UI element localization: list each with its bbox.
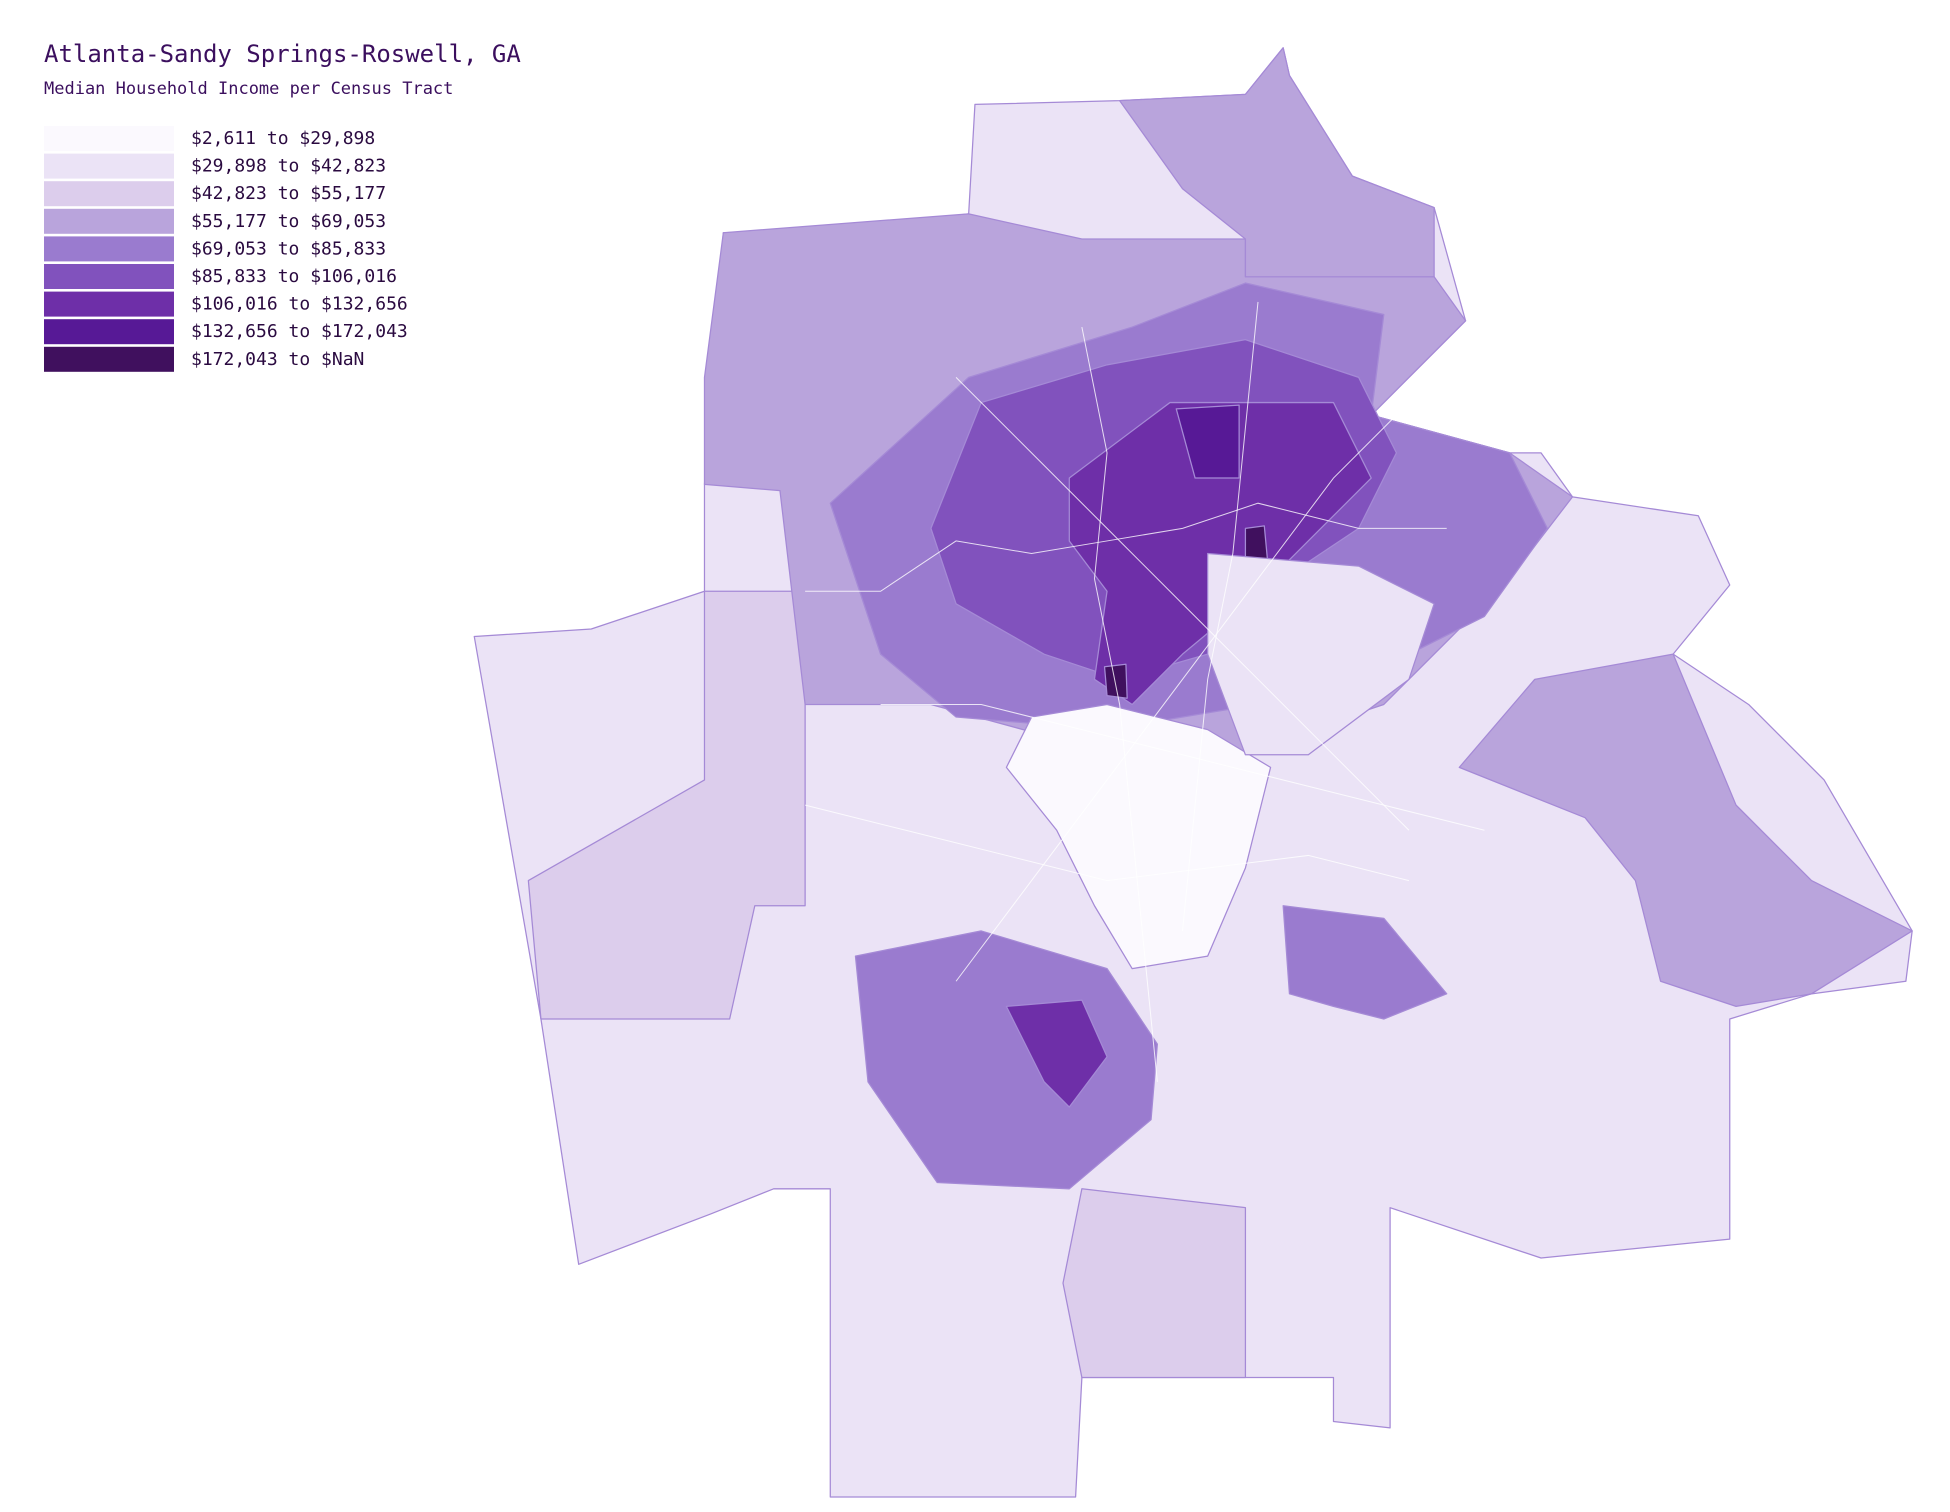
legend-swatch — [44, 181, 174, 207]
region-inner-east — [1207, 552, 1435, 756]
tract-map — [473, 47, 1913, 1498]
region-east — [1458, 653, 1913, 1008]
region-top-3 — [1103, 663, 1128, 699]
legend: $2,611 to $29,898 $29,898 to $42,823 $42,8… — [44, 126, 408, 372]
legend-swatch — [44, 319, 174, 345]
tract-seams — [804, 301, 1485, 1082]
legend-label: $172,043 to $NaN — [191, 349, 364, 370]
region-top — [1175, 404, 1240, 479]
legend-swatch — [44, 153, 174, 179]
region-south — [854, 930, 1158, 1190]
legend-swatch — [44, 291, 174, 317]
legend-swatch — [44, 236, 174, 262]
legend-label: $42,823 to $55,177 — [191, 183, 386, 204]
legend-swatch — [44, 208, 174, 234]
region-northeast — [1118, 47, 1435, 278]
legend-label: $2,611 to $29,898 — [191, 128, 375, 149]
region-downtown — [1005, 703, 1272, 970]
legend-label: $29,898 to $42,823 — [191, 156, 386, 177]
legend-swatch — [44, 264, 174, 289]
legend-swatch — [44, 346, 174, 372]
legend-label: $69,053 to $85,833 — [191, 238, 386, 259]
legend-label: $55,177 to $69,053 — [191, 211, 386, 232]
region-southeast — [1282, 905, 1448, 1020]
legend-swatch — [44, 126, 174, 151]
map-title: Atlanta-Sandy Springs-Roswell, GA — [44, 40, 521, 68]
map-subtitle: Median Household Income per Census Tract — [44, 79, 453, 99]
legend-label: $106,016 to $132,656 — [191, 294, 408, 315]
region-far-south — [1062, 1188, 1247, 1379]
legend-label: $132,656 to $172,043 — [191, 321, 408, 342]
region-south-high — [1005, 999, 1108, 1108]
legend-label: $85,833 to $106,016 — [191, 266, 397, 287]
